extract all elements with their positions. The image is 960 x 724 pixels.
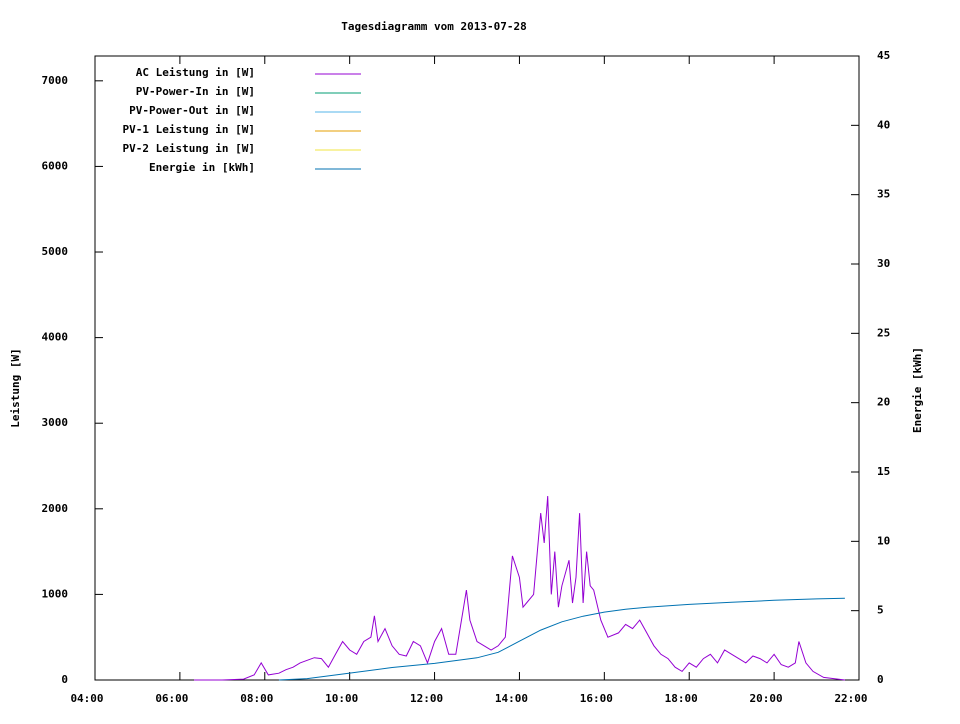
chart-title: Tagesdiagramm vom 2013-07-28	[341, 20, 526, 33]
x-tick-label: 18:00	[665, 692, 698, 705]
x-tick-label: 16:00	[580, 692, 613, 705]
y2-tick-label: 20	[877, 396, 890, 409]
y-tick-label: 7000	[42, 74, 69, 87]
y2-axis-label: Energie [kWh]	[911, 347, 924, 433]
y2-tick-label: 40	[877, 118, 890, 131]
series-line	[194, 495, 845, 681]
y2-tick-label: 25	[877, 326, 890, 339]
legend-label: PV-1 Leistung in [W]	[123, 123, 255, 136]
y-tick-label: 5000	[42, 245, 69, 258]
plot-border	[94, 55, 860, 681]
y-tick-label: 1000	[42, 587, 69, 600]
x-tick-label: 12:00	[410, 692, 443, 705]
y2-tick-label: 5	[877, 604, 884, 617]
y2-tick-label: 45	[877, 49, 890, 62]
x-tick-label: 10:00	[325, 692, 358, 705]
legend-label: AC Leistung in [W]	[136, 66, 255, 79]
y2-tick-label: 30	[877, 257, 890, 270]
x-tick-label: 06:00	[155, 692, 188, 705]
y-tick-label: 2000	[42, 502, 69, 515]
y-tick-label: 3000	[42, 416, 69, 429]
y2-tick-label: 0	[877, 673, 884, 686]
y2-tick-label: 10	[877, 534, 890, 547]
series-line	[278, 597, 845, 681]
y-tick-label: 0	[61, 673, 68, 686]
y-tick-label: 4000	[42, 331, 69, 344]
y-tick-label: 6000	[42, 159, 69, 172]
x-tick-label: 08:00	[240, 692, 273, 705]
legend-label: PV-2 Leistung in [W]	[123, 142, 255, 155]
legend-label: PV-Power-Out in [W]	[129, 104, 255, 117]
x-tick-label: 14:00	[495, 692, 528, 705]
x-tick-label: 22:00	[834, 692, 867, 705]
y2-tick-label: 15	[877, 465, 890, 478]
legend-label: PV-Power-In in [W]	[136, 85, 255, 98]
x-tick-label: 04:00	[70, 692, 103, 705]
x-tick-label: 20:00	[750, 692, 783, 705]
legend-label: Energie in [kWh]	[149, 161, 255, 174]
y-axis-label: Leistung [W]	[9, 348, 22, 427]
y2-tick-label: 35	[877, 188, 890, 201]
